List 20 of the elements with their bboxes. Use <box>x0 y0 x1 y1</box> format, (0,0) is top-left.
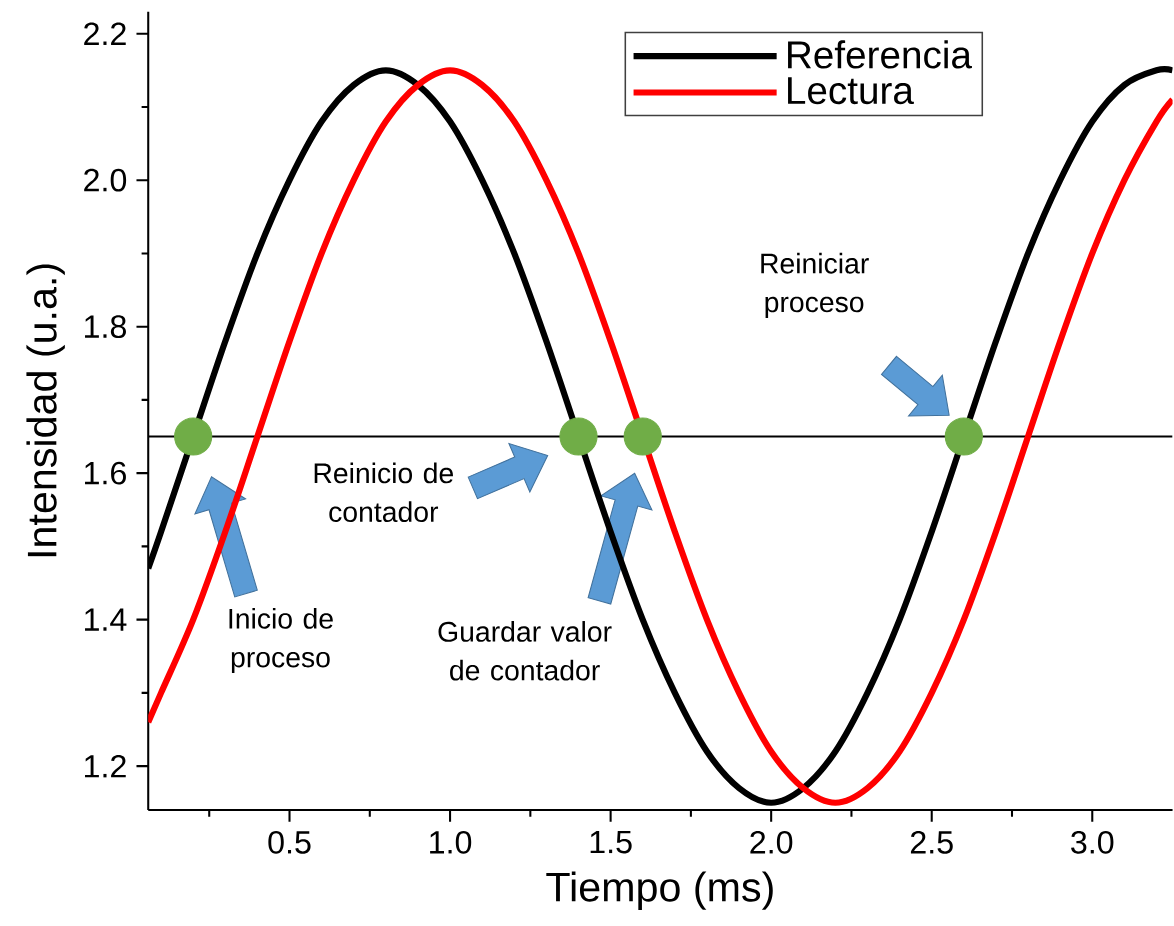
x-tick-label: 1.0 <box>430 830 472 854</box>
y-tick-label: 1.8 <box>85 315 126 339</box>
x-axis-title: Tiempo (ms) <box>546 871 773 910</box>
y-tick-label: 2.0 <box>84 168 127 192</box>
annotation: Guardar valor de contador <box>438 621 612 681</box>
y-tick-label: 1.4 <box>85 608 127 631</box>
x-tick-label: 3.0 <box>1071 830 1114 854</box>
y-tick-label: 1.6 <box>85 461 126 485</box>
x-tick-label: 0.5 <box>268 830 311 854</box>
x-tick-label: 2.0 <box>750 830 793 854</box>
legend-label: Referencia <box>788 40 972 69</box>
annotation: Reinicio de contador <box>314 462 453 523</box>
y-axis-title: Intensidad (u.a.) <box>26 264 65 557</box>
legend-label: Lectura <box>788 77 914 105</box>
x-tick-label: 1.5 <box>590 830 632 854</box>
annotation: Inicio de proceso <box>229 607 333 674</box>
y-tick-label: 1.2 <box>85 754 126 778</box>
annotation: Reiniciar proceso <box>761 252 869 318</box>
x-tick-label: 2.5 <box>910 830 953 854</box>
y-tick-label: 2.2 <box>84 22 126 45</box>
